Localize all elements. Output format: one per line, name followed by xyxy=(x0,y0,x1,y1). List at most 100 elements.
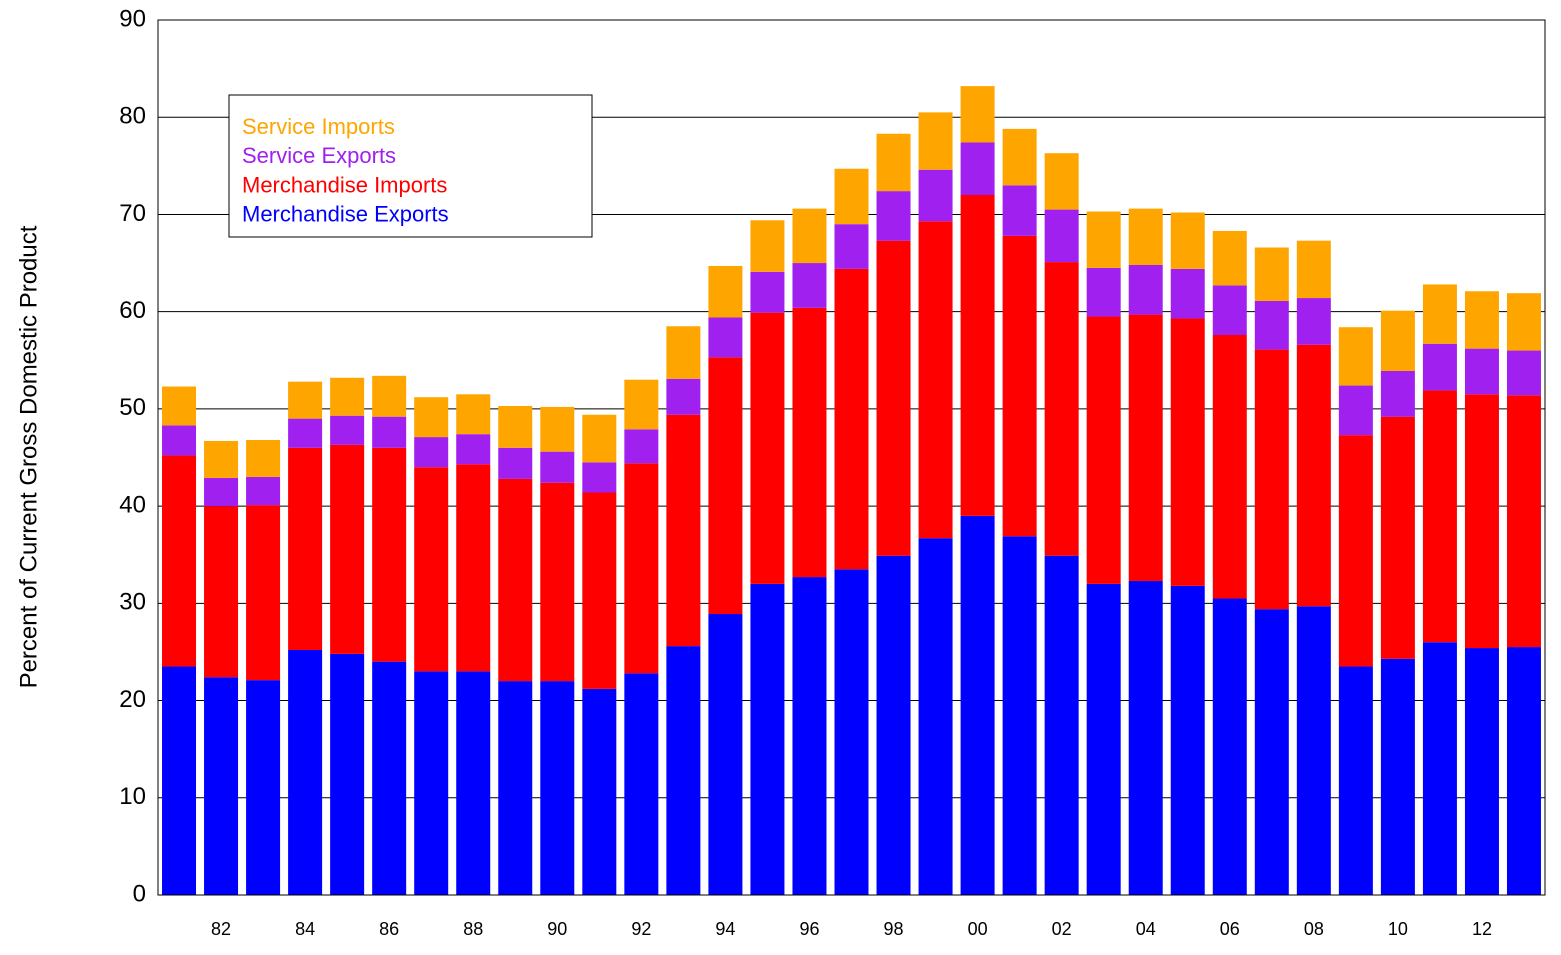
bar-segment xyxy=(876,191,911,241)
bar-segment xyxy=(666,378,701,415)
bar-segment xyxy=(1212,598,1247,895)
bar-segment xyxy=(1422,390,1457,643)
bar-segment xyxy=(1338,435,1373,667)
bar-segment xyxy=(1422,642,1457,895)
bar-segment xyxy=(498,478,533,682)
bar-segment xyxy=(582,462,617,493)
bar-segment xyxy=(1338,666,1373,895)
bar-segment xyxy=(372,447,407,662)
bar-segment xyxy=(1044,555,1079,895)
bar-segment xyxy=(1212,335,1247,599)
bar-segment xyxy=(666,326,701,379)
bar-segment xyxy=(1170,268,1205,319)
bar-segment xyxy=(960,142,995,195)
bar-segment xyxy=(204,677,239,895)
bar-segment xyxy=(1254,609,1289,895)
bar-segment xyxy=(708,317,743,358)
y-tick-label: 40 xyxy=(119,491,146,518)
x-tick-label: 02 xyxy=(1052,919,1072,939)
bar-segment xyxy=(414,437,449,468)
bar-segment xyxy=(456,464,491,672)
bar-segment xyxy=(1380,370,1415,417)
bar-segment xyxy=(918,112,953,170)
bar-segment xyxy=(1506,293,1541,351)
bar-segment xyxy=(288,381,323,419)
x-tick-label: 08 xyxy=(1304,919,1324,939)
bar-segment xyxy=(1296,344,1331,607)
x-tick-label: 98 xyxy=(884,919,904,939)
y-tick-label: 20 xyxy=(119,686,146,713)
bar-segment xyxy=(918,538,953,895)
bar-segment xyxy=(1002,536,1037,895)
bar-segment xyxy=(834,569,869,895)
bar-segment xyxy=(330,415,365,445)
bar-segment xyxy=(876,240,911,556)
legend-box xyxy=(228,94,593,238)
bar-segment xyxy=(1212,230,1247,286)
y-tick-label: 10 xyxy=(119,783,146,810)
x-tick-label: 12 xyxy=(1472,919,1492,939)
bar-segment xyxy=(288,447,323,650)
bar-segment xyxy=(498,447,533,479)
bar-segment xyxy=(414,397,449,438)
bar-segment xyxy=(1296,240,1331,299)
bar-segment xyxy=(456,434,491,465)
bar-segment xyxy=(330,444,365,654)
y-tick-label: 80 xyxy=(119,103,146,130)
bar-segment xyxy=(792,263,827,308)
bar-segment xyxy=(792,577,827,895)
bar-segment xyxy=(1086,267,1121,317)
bar-segment xyxy=(624,673,659,895)
bar-segment xyxy=(1464,394,1499,649)
bar-segment xyxy=(204,477,239,507)
x-tick-label: 10 xyxy=(1388,919,1408,939)
bar-segment xyxy=(1506,350,1541,396)
y-axis-label: Percent of Current Gross Domestic Produc… xyxy=(15,225,42,688)
bar-segment xyxy=(918,169,953,222)
y-tick-label: 30 xyxy=(119,589,146,616)
bar-segment xyxy=(1002,128,1037,186)
bar-segment xyxy=(1128,314,1163,581)
bar-segment xyxy=(1086,211,1121,268)
x-tick-label: 92 xyxy=(631,919,651,939)
bar-segment xyxy=(162,666,197,895)
bar-segment xyxy=(540,482,575,682)
bar-segment xyxy=(876,555,911,895)
bar-segment xyxy=(456,394,491,435)
x-tick-label: 06 xyxy=(1220,919,1240,939)
bar-segment xyxy=(1044,209,1079,263)
y-tick-label: 60 xyxy=(119,297,146,324)
bar-segment xyxy=(540,406,575,452)
bar-segment xyxy=(246,476,281,506)
bar-segment xyxy=(1170,585,1205,895)
bar-segment xyxy=(204,440,239,478)
bar-segment xyxy=(288,650,323,895)
x-tick-label: 04 xyxy=(1136,919,1156,939)
bar-segment xyxy=(960,195,995,516)
y-tick-label: 70 xyxy=(119,200,146,227)
bar-segment xyxy=(624,429,659,464)
y-tick-label: 90 xyxy=(119,5,146,32)
bar-segment xyxy=(792,307,827,578)
x-tick-label: 88 xyxy=(463,919,483,939)
bar-segment xyxy=(708,265,743,318)
bar-segment xyxy=(834,168,869,225)
bar-segment xyxy=(540,681,575,895)
bar-segment xyxy=(624,379,659,430)
bar-segment xyxy=(624,463,659,674)
x-tick-label: 00 xyxy=(968,919,988,939)
legend-entry: Service Imports xyxy=(242,114,395,139)
bar-segment xyxy=(372,661,407,895)
bar-segment xyxy=(1212,285,1247,335)
bar-segment xyxy=(162,386,197,426)
bar-segment xyxy=(246,680,281,895)
bar-segment xyxy=(1044,262,1079,556)
bar-segment xyxy=(162,455,197,667)
bar-segment xyxy=(1422,284,1457,344)
bar-segment xyxy=(960,86,995,143)
legend-entry: Service Exports xyxy=(242,143,396,168)
bar-segment xyxy=(1254,349,1289,610)
bar-segment xyxy=(582,414,617,463)
bar-segment xyxy=(1128,265,1163,315)
bar-segment xyxy=(330,653,365,895)
